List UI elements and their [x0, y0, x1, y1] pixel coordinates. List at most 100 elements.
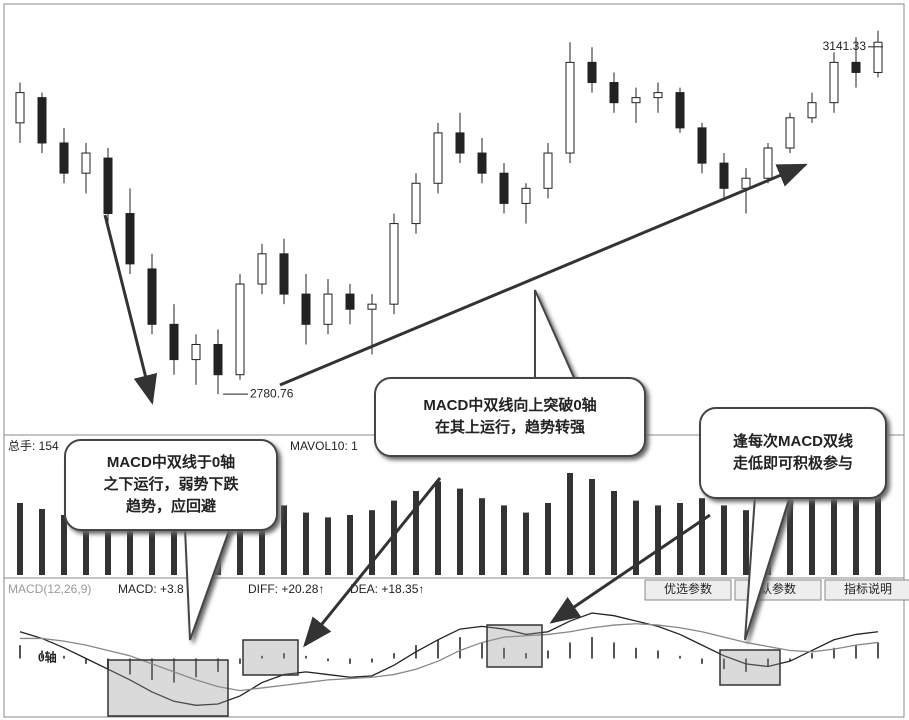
macd-bar [657, 650, 659, 659]
volume-bar [523, 512, 529, 575]
macd-bar [327, 658, 329, 662]
macd-bar [723, 658, 725, 670]
dea-line [20, 623, 879, 692]
macd-bar [569, 642, 571, 659]
macd-title: MACD(12,26,9) [8, 582, 91, 596]
volume-bar [875, 493, 881, 575]
candle-body [785, 117, 795, 149]
candle-body [15, 92, 25, 124]
macd-bar [195, 658, 197, 678]
volume-bar [127, 505, 133, 575]
frame [3, 3, 905, 718]
macd-label: DEA: +18.35↑ [350, 582, 424, 596]
volume-bar [105, 512, 111, 575]
macd-bar [745, 658, 747, 672]
volume-bar [501, 505, 507, 575]
macd-bar [173, 658, 175, 683]
candle-body [433, 132, 443, 184]
candle-body [521, 187, 531, 204]
candle-body [323, 293, 333, 325]
candle-body [763, 147, 773, 179]
macd-bar [547, 650, 549, 659]
volume-bar [83, 517, 89, 575]
callout [699, 407, 887, 499]
macd-bar [437, 639, 439, 659]
button-label[interactable]: 指标说明 [844, 581, 892, 596]
volume-bar [787, 500, 793, 575]
macd-bar [503, 647, 505, 659]
macd-bar [877, 642, 879, 659]
vol-label: MAVOL10: 1 [290, 439, 358, 453]
macd-bar [85, 658, 87, 664]
volume-bar [567, 473, 573, 575]
volume-bar [479, 498, 485, 575]
volume-bar [369, 510, 375, 575]
macd-bar [239, 658, 241, 664]
macd-bar [525, 653, 527, 659]
candle-body [169, 323, 179, 361]
candle-body [257, 253, 267, 285]
callout [374, 377, 646, 457]
callout-text: 趋势，应回避 [126, 497, 216, 515]
candle-body [213, 343, 223, 376]
candle-body [455, 132, 465, 154]
volume-bar [39, 509, 45, 575]
macd-bar [635, 647, 637, 659]
diff-line [19, 612, 879, 706]
candle-body [389, 223, 399, 305]
volume-bar [237, 515, 243, 575]
volume-bar [699, 498, 705, 575]
volume-bar [831, 488, 837, 575]
macd-bar [63, 655, 65, 659]
button[interactable] [644, 579, 732, 601]
candle-body [279, 253, 289, 295]
candle-body [301, 293, 311, 325]
candle-body [103, 157, 113, 214]
volume-bar [655, 505, 661, 575]
volume-bar [259, 498, 265, 575]
volume-bar [325, 517, 331, 575]
candle-body [873, 41, 883, 73]
callout-text: 之下运行，弱势下跌 [103, 475, 239, 493]
volume-bar [457, 488, 463, 575]
volume-bar [809, 495, 815, 575]
macd-bar [349, 658, 351, 664]
candle-body [367, 303, 377, 310]
candle-body [345, 293, 355, 310]
vol-label: 总手: 154 [8, 439, 59, 453]
macd-bar [591, 637, 593, 659]
candle-body [81, 152, 91, 174]
button[interactable] [824, 579, 909, 601]
macd-label: MACD: +3.8 [118, 582, 184, 596]
volume-bar [721, 505, 727, 575]
volume-bar [303, 512, 309, 575]
candle-body [37, 97, 47, 144]
volume-bar [611, 491, 617, 575]
volume-bar [17, 503, 23, 575]
button-label[interactable]: 优选参数 [664, 581, 712, 596]
volume-bar [391, 500, 397, 575]
callout-text: 走低即可积极参与 [733, 454, 853, 472]
volume-bar [281, 505, 287, 575]
volume-bar [413, 491, 419, 575]
button-label[interactable]: 认参数 [760, 581, 796, 596]
macd-bar [217, 658, 219, 672]
candle-body [565, 61, 575, 154]
candle-body [411, 182, 421, 225]
candle-body [631, 97, 641, 104]
candle-body [719, 162, 729, 189]
volume-bar [853, 491, 859, 575]
callout [64, 439, 278, 531]
candle-body [587, 61, 597, 84]
macd-bar [459, 637, 461, 659]
macd-bar [283, 653, 285, 659]
macd-bar [701, 658, 703, 664]
volume-bar [743, 510, 749, 575]
arrow [303, 477, 442, 648]
macd-bar [261, 655, 263, 659]
volume-bar [171, 495, 177, 575]
macd-bar [833, 647, 835, 659]
macd-bar [613, 642, 615, 659]
volume-bar [677, 503, 683, 575]
